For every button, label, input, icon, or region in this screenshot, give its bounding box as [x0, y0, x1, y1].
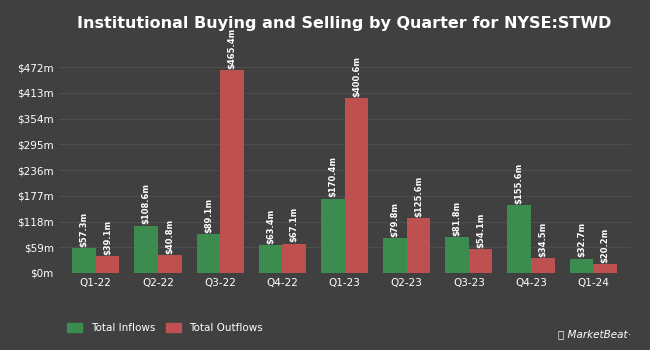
Text: $81.8m: $81.8m [452, 201, 462, 236]
Text: ⺯ MarketBeat·: ⺯ MarketBeat· [558, 329, 630, 340]
Bar [158, 255, 181, 273]
Bar [344, 98, 368, 273]
Text: $63.4m: $63.4m [266, 209, 275, 244]
Bar [531, 258, 554, 273]
Text: $32.7m: $32.7m [577, 222, 586, 258]
Text: $67.1m: $67.1m [290, 207, 298, 243]
Text: $54.1m: $54.1m [476, 213, 485, 248]
Bar [135, 226, 158, 273]
Bar [593, 264, 617, 273]
Bar [321, 199, 345, 273]
Text: $79.8m: $79.8m [391, 202, 399, 237]
Text: $34.5m: $34.5m [538, 222, 547, 257]
Text: $40.8m: $40.8m [165, 219, 174, 254]
Bar [469, 250, 493, 273]
Title: Institutional Buying and Selling by Quarter for NYSE:STWD: Institutional Buying and Selling by Quar… [77, 16, 612, 31]
Legend: Total Inflows, Total Outflows: Total Inflows, Total Outflows [64, 320, 266, 336]
Bar [569, 259, 593, 273]
Bar [72, 248, 96, 273]
Text: $39.1m: $39.1m [103, 219, 112, 255]
Text: $20.2m: $20.2m [601, 228, 610, 263]
Text: $170.4m: $170.4m [328, 156, 337, 197]
Text: $400.6m: $400.6m [352, 56, 361, 97]
Text: $125.6m: $125.6m [414, 176, 423, 217]
Text: $465.4m: $465.4m [227, 28, 237, 69]
Text: $57.3m: $57.3m [79, 212, 88, 247]
Bar [383, 238, 407, 273]
Bar [282, 244, 306, 273]
Bar [220, 70, 244, 273]
Text: $155.6m: $155.6m [515, 163, 524, 204]
Text: $108.6m: $108.6m [142, 183, 151, 224]
Bar [407, 218, 430, 273]
Text: $89.1m: $89.1m [204, 198, 213, 233]
Bar [508, 205, 531, 273]
Bar [96, 256, 120, 273]
Bar [445, 237, 469, 273]
Bar [196, 234, 220, 273]
Bar [259, 245, 282, 273]
